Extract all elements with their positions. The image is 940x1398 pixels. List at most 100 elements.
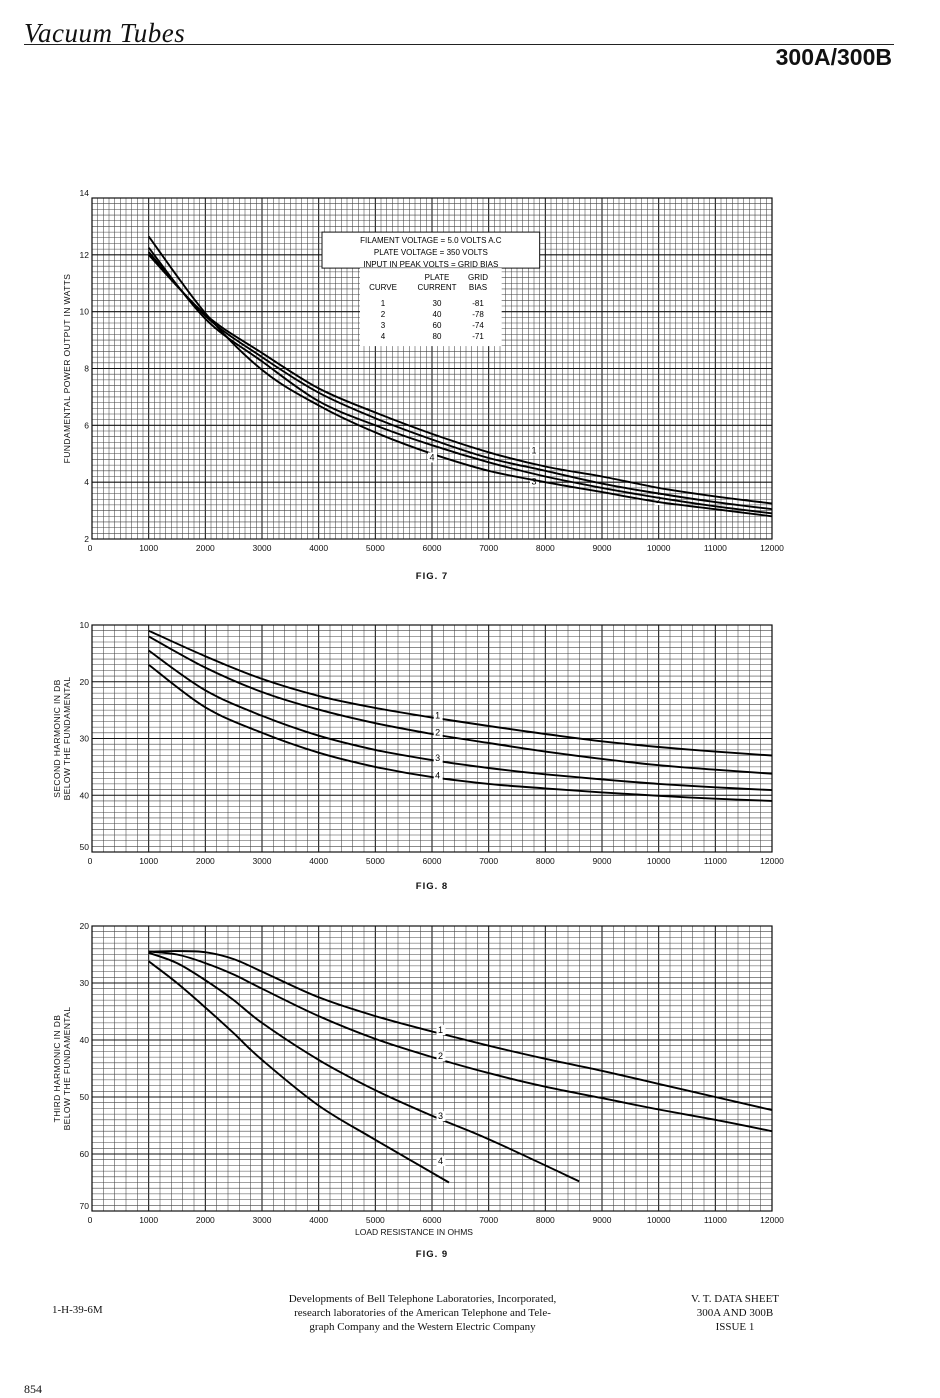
curve-label-2: 2	[435, 728, 440, 738]
x-tick-label: 9000	[593, 856, 612, 866]
curve-table-cell: -74	[472, 321, 484, 330]
curve-table-header: BIAS	[469, 283, 487, 292]
curve-label-bg	[436, 1025, 446, 1036]
y-tick-label: 4	[84, 477, 89, 487]
curve-table-cell: -81	[472, 299, 484, 308]
curve-label-bg	[530, 445, 539, 456]
page-header-title: Vacuum Tubes	[24, 18, 186, 48]
curve-1	[148, 950, 773, 1112]
x-tick-label: 1000	[139, 543, 158, 553]
page-number: 854	[24, 1382, 42, 1396]
x-tick-label: 10000	[647, 856, 671, 866]
curve-label-bg	[436, 1051, 446, 1062]
curve-table-box	[360, 268, 502, 347]
tube-model-title: 300A/300B	[775, 44, 892, 70]
figure-caption: FIG. 8	[416, 881, 448, 892]
curve-label-bg	[433, 770, 443, 781]
y-axis-title-line: THIRD HARMONIC IN DB	[52, 1015, 62, 1123]
curve-3	[148, 649, 773, 792]
y-axis-title-line: BELOW THE FUNDAMENTAL	[62, 677, 72, 801]
x-tick-label: 12000	[760, 856, 784, 866]
curve-label-bg	[433, 753, 443, 764]
curve-4	[148, 663, 773, 802]
x-tick-label: 8000	[536, 856, 555, 866]
curve-table-header: CURVE	[369, 283, 397, 292]
x-tick-label: 6000	[423, 856, 442, 866]
plot-frame	[91, 925, 773, 1212]
y-tick-label: 6	[84, 420, 89, 430]
fig7-power-output-chart: 0 1000 2000 3000 4000 5000 6000 7000 8000 9000 100…	[62, 188, 784, 582]
curve-table-cell: 30	[433, 299, 442, 308]
y-axis-title-line: SECOND HARMONIC IN DB	[52, 679, 62, 797]
x-tick-label: 3000	[253, 543, 272, 553]
curve-label-1: 1	[435, 711, 440, 721]
footer-sheet-line: ISSUE 1	[715, 1321, 755, 1333]
x-tick-label: 1000	[139, 1215, 158, 1225]
x-tick-label: 6000	[423, 543, 442, 553]
x-tick-label: 10000	[647, 543, 671, 553]
footer-print-code: 1-H-39-6M	[52, 1304, 103, 1316]
curve-label-4: 4	[438, 1156, 443, 1166]
fig9-third-harmonic-chart: 0 1000 2000 3000 4000 5000 6000 7000 8000 9000 100…	[52, 921, 784, 1260]
x-tick-label: 8000	[536, 543, 555, 553]
curve-4	[147, 235, 773, 518]
y-tick-label: 20	[80, 921, 90, 931]
footer-publisher-line: research laboratories of the American Te…	[294, 1307, 551, 1319]
curve-label-1: 1	[531, 445, 536, 455]
curve-2	[148, 635, 773, 775]
figure-caption: FIG. 9	[416, 1249, 448, 1260]
x-tick-label: 11000	[704, 1215, 727, 1225]
curve-table-cell: 4	[381, 332, 386, 341]
y-tick-label: 50	[80, 842, 90, 852]
fig8-second-harmonic-chart: 0 1000 2000 3000 4000 5000 6000 7000 8000 9000 100…	[52, 620, 784, 892]
x-tick-label: 2000	[196, 856, 215, 866]
curve-label-4: 4	[429, 452, 434, 462]
x-tick-label: 5000	[366, 1215, 385, 1225]
x-tick-label: 6000	[423, 1215, 442, 1225]
x-tick-label: 0	[88, 856, 93, 866]
y-tick-label: 20	[80, 677, 90, 687]
x-axis-title: LOAD RESISTANCE IN OHMS	[355, 1227, 473, 1237]
curve-table-cell: 40	[433, 310, 442, 319]
curve-table-cell: 80	[433, 332, 442, 341]
curve-label-bg	[530, 476, 539, 487]
curve-label-3: 3	[438, 1111, 443, 1121]
plot-frame	[91, 197, 773, 540]
x-tick-label: 12000	[760, 543, 784, 553]
curve-table-header: PLATE	[425, 273, 450, 282]
y-tick-label: 50	[80, 1092, 90, 1102]
y-tick-label: 30	[80, 978, 90, 988]
curve-label-bg	[436, 1111, 446, 1122]
x-tick-label: 5000	[366, 543, 385, 553]
footer-sheet-line: 300A AND 300B	[696, 1307, 774, 1319]
x-tick-label: 12000	[760, 1215, 784, 1225]
curve-label-bg	[654, 495, 664, 506]
curve-label-bg	[436, 1156, 446, 1167]
figure-caption: FIG. 7	[416, 571, 448, 582]
curve-4	[148, 960, 450, 1184]
curve-table-cell: -71	[472, 332, 484, 341]
condition-line: FILAMENT VOLTAGE = 5.0 VOLTS A.C	[360, 236, 502, 245]
x-tick-label: 7000	[479, 543, 498, 553]
curve-label-bg	[433, 710, 443, 721]
conditions-legend-box: FILAMENT VOLTAGE = 5.0 VOLTS A.C PLATE VO…	[321, 231, 541, 347]
curve-3	[147, 247, 773, 515]
curve-label-1: 1	[438, 1025, 443, 1035]
x-tick-label: 4000	[309, 543, 328, 553]
x-tick-label: 4000	[309, 856, 328, 866]
footer-publisher-note: Developments of Bell Telephone Laborator…	[255, 1292, 590, 1334]
conditions-box	[321, 231, 541, 269]
x-tick-label: 2000	[196, 543, 215, 553]
y-axis-title: FUNDAMENTAL POWER OUTPUT IN WATTS	[62, 274, 72, 464]
curve-2	[147, 251, 773, 511]
y-tick-label: 30	[80, 734, 90, 744]
header-divider	[24, 44, 894, 45]
curve-1	[148, 629, 773, 757]
footer-publisher-line: graph Company and the Western Electric C…	[309, 1321, 536, 1333]
y-tick-label: 10	[80, 307, 90, 317]
plot-frame	[91, 624, 773, 853]
curve-label-3: 3	[435, 753, 440, 763]
footer-publisher-line: Developments of Bell Telephone Laborator…	[288, 1293, 557, 1305]
chart-grid	[91, 925, 773, 1212]
x-tick-label: 10000	[647, 1215, 671, 1225]
